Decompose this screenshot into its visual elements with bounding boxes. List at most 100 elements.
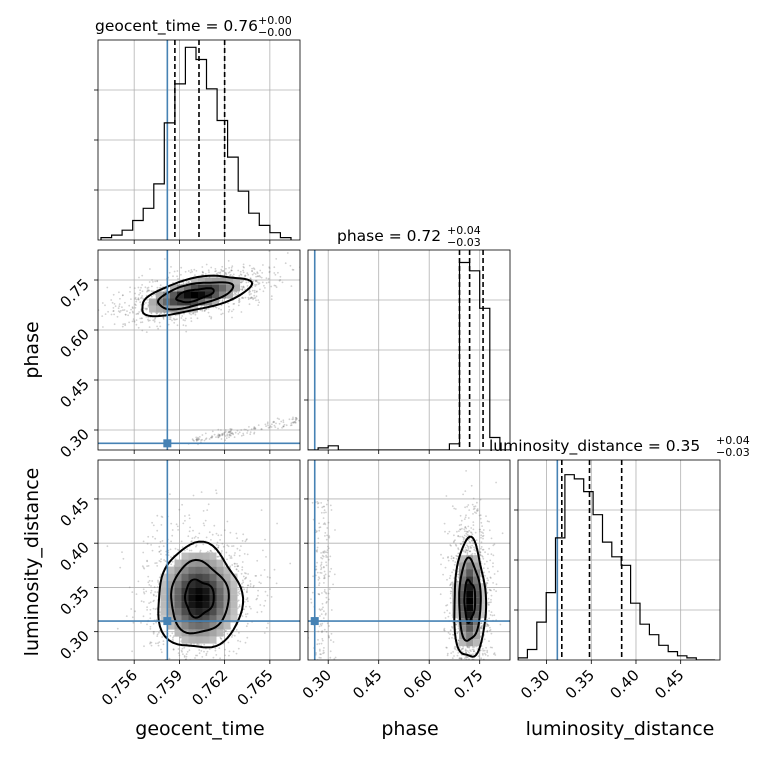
density-cell	[466, 562, 474, 570]
scatter-point	[466, 545, 469, 548]
scatter-point	[452, 569, 455, 571]
scatter-point	[147, 289, 150, 292]
scatter-point	[238, 606, 240, 608]
scatter-point	[162, 640, 165, 642]
scatter-point	[230, 428, 233, 431]
scatter-point	[266, 627, 268, 629]
scatter-point	[211, 430, 214, 433]
scatter-point	[197, 438, 200, 441]
scatter-point	[158, 321, 161, 324]
scatter-point	[219, 434, 222, 437]
scatter-point	[150, 312, 153, 315]
scatter-point	[323, 511, 325, 514]
scatter-point	[276, 522, 278, 525]
scatter-point	[173, 270, 176, 273]
scatter-point	[323, 610, 325, 613]
scatter-point	[243, 608, 246, 611]
scatter-point	[228, 650, 231, 653]
scatter-point	[155, 642, 157, 645]
scatter-point	[321, 608, 323, 611]
scatter-point	[320, 556, 322, 559]
scatter-point	[294, 418, 297, 421]
scatter-point	[164, 560, 167, 563]
scatter-point	[246, 598, 249, 600]
scatter-point	[104, 313, 107, 315]
scatter-point	[324, 591, 327, 594]
scatter-point	[142, 566, 145, 569]
density-cell	[466, 583, 474, 591]
scatter-point	[131, 307, 134, 310]
density-cell	[198, 277, 205, 285]
scatter-point	[135, 323, 138, 326]
scatter-point	[215, 532, 218, 535]
scatter-point	[251, 270, 253, 272]
title-geocent-time-label: geocent_time = 0.76	[95, 17, 258, 36]
scatter-point	[481, 548, 484, 551]
scatter-point	[237, 565, 240, 567]
scatter-point	[154, 280, 157, 283]
scatter-point	[486, 623, 489, 626]
scatter-point	[273, 424, 276, 427]
scatter-point	[470, 546, 473, 549]
scatter-point	[160, 651, 163, 654]
scatter-point	[293, 420, 296, 423]
scatter-point	[198, 438, 201, 440]
scatter-point	[87, 322, 89, 324]
title-luminosity-distance-lower: −0.03	[716, 446, 750, 459]
density-cell	[219, 284, 226, 292]
scatter-point	[467, 645, 470, 648]
density-cell	[174, 580, 182, 588]
scatter-point	[326, 551, 329, 554]
scatter-point	[231, 275, 234, 278]
density-cell	[202, 573, 210, 581]
density-cell	[181, 566, 189, 574]
truth-marker	[163, 617, 172, 626]
scatter-point	[478, 551, 481, 553]
scatter-point	[332, 641, 335, 643]
scatter-point	[276, 417, 279, 420]
scatter-point	[167, 323, 170, 326]
scatter-point	[249, 297, 252, 300]
scatter-point	[242, 265, 245, 268]
scatter-point	[490, 611, 493, 613]
scatter-point	[224, 430, 227, 433]
scatter-point	[461, 543, 463, 545]
scatter-point	[501, 532, 504, 535]
scatter-point	[470, 527, 473, 529]
density-cell	[191, 277, 198, 285]
scatter-point	[489, 629, 492, 631]
scatter-point	[232, 433, 235, 436]
scatter-point	[233, 302, 236, 305]
scatter-point	[322, 523, 325, 525]
scatter-point	[146, 287, 149, 289]
scatter-point	[242, 581, 245, 584]
scatter-point	[236, 547, 239, 550]
scatter-point	[121, 306, 123, 308]
scatter-point	[479, 627, 482, 630]
scatter-point	[486, 649, 489, 652]
scatter-point	[145, 315, 148, 318]
scatter-point	[480, 657, 483, 660]
scatter-point	[245, 625, 248, 628]
scatter-point	[140, 297, 142, 299]
x-tick-label-geocent_time: 0.765	[234, 666, 277, 709]
y-tick-label-luminosity_distance: 0.30	[56, 627, 92, 663]
scatter-point	[461, 535, 464, 538]
scatter-point	[230, 555, 233, 558]
scatter-point	[247, 600, 249, 603]
density-cell	[459, 555, 467, 563]
scatter-point	[478, 669, 480, 671]
scatter-point	[474, 661, 476, 663]
scatter-point	[146, 289, 149, 291]
scatter-point	[445, 662, 447, 664]
scatter-point	[469, 545, 472, 548]
scatter-point	[460, 663, 462, 665]
scatter-point	[319, 650, 321, 652]
density-cell	[202, 615, 210, 623]
density-cell	[167, 622, 175, 630]
scatter-point	[220, 638, 223, 640]
scatter-point	[112, 310, 115, 312]
scatter-point	[295, 418, 298, 420]
scatter-point	[443, 522, 446, 525]
scatter-point	[476, 508, 479, 510]
